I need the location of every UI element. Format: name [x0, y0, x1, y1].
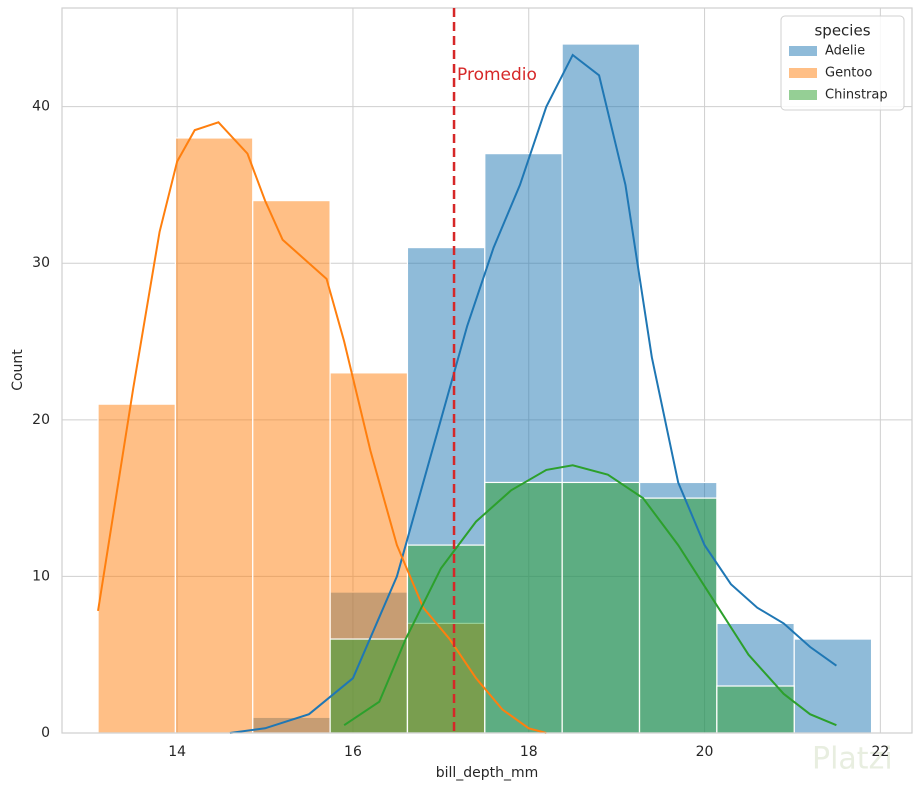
legend-swatch: [789, 68, 817, 78]
kde-line: [97, 121, 547, 734]
y-tick-label: 10: [32, 568, 50, 584]
legend-title: species: [814, 22, 870, 40]
plot-frame: [61, 7, 913, 734]
bar: [716, 685, 795, 734]
kde-line: [229, 53, 837, 734]
x-tick-label: 20: [696, 744, 714, 760]
legend-label: Chinstrap: [825, 88, 888, 103]
y-tick-label: 20: [32, 412, 50, 428]
x-tick-label: 18: [520, 744, 538, 760]
kde-line: [343, 464, 837, 727]
bar: [97, 403, 176, 734]
x-tick-label: 16: [344, 744, 362, 760]
bar: [329, 638, 409, 734]
bar: [638, 497, 718, 734]
x-tick-label: 22: [871, 744, 889, 760]
bar: [174, 137, 254, 734]
bar: [406, 544, 486, 734]
y-tick-label: 0: [41, 725, 50, 741]
bar: [252, 200, 331, 734]
legend-swatch: [789, 46, 817, 56]
y-tick-label: 30: [32, 255, 50, 271]
y-axis-label: Count: [10, 349, 26, 391]
legend-label: Gentoo: [825, 66, 872, 81]
watermark: Platzi: [812, 742, 893, 777]
bar: [484, 481, 563, 734]
legend-swatch: [789, 90, 817, 100]
mean-label: Promedio: [457, 65, 537, 85]
legend-label: Adelie: [825, 44, 865, 59]
bar: [561, 481, 641, 734]
bar: [793, 638, 873, 734]
x-axis-label: bill_depth_mm: [436, 765, 539, 781]
y-tick-label: 40: [32, 99, 50, 115]
legend-box: [780, 15, 905, 111]
x-tick-label: 14: [168, 744, 186, 760]
